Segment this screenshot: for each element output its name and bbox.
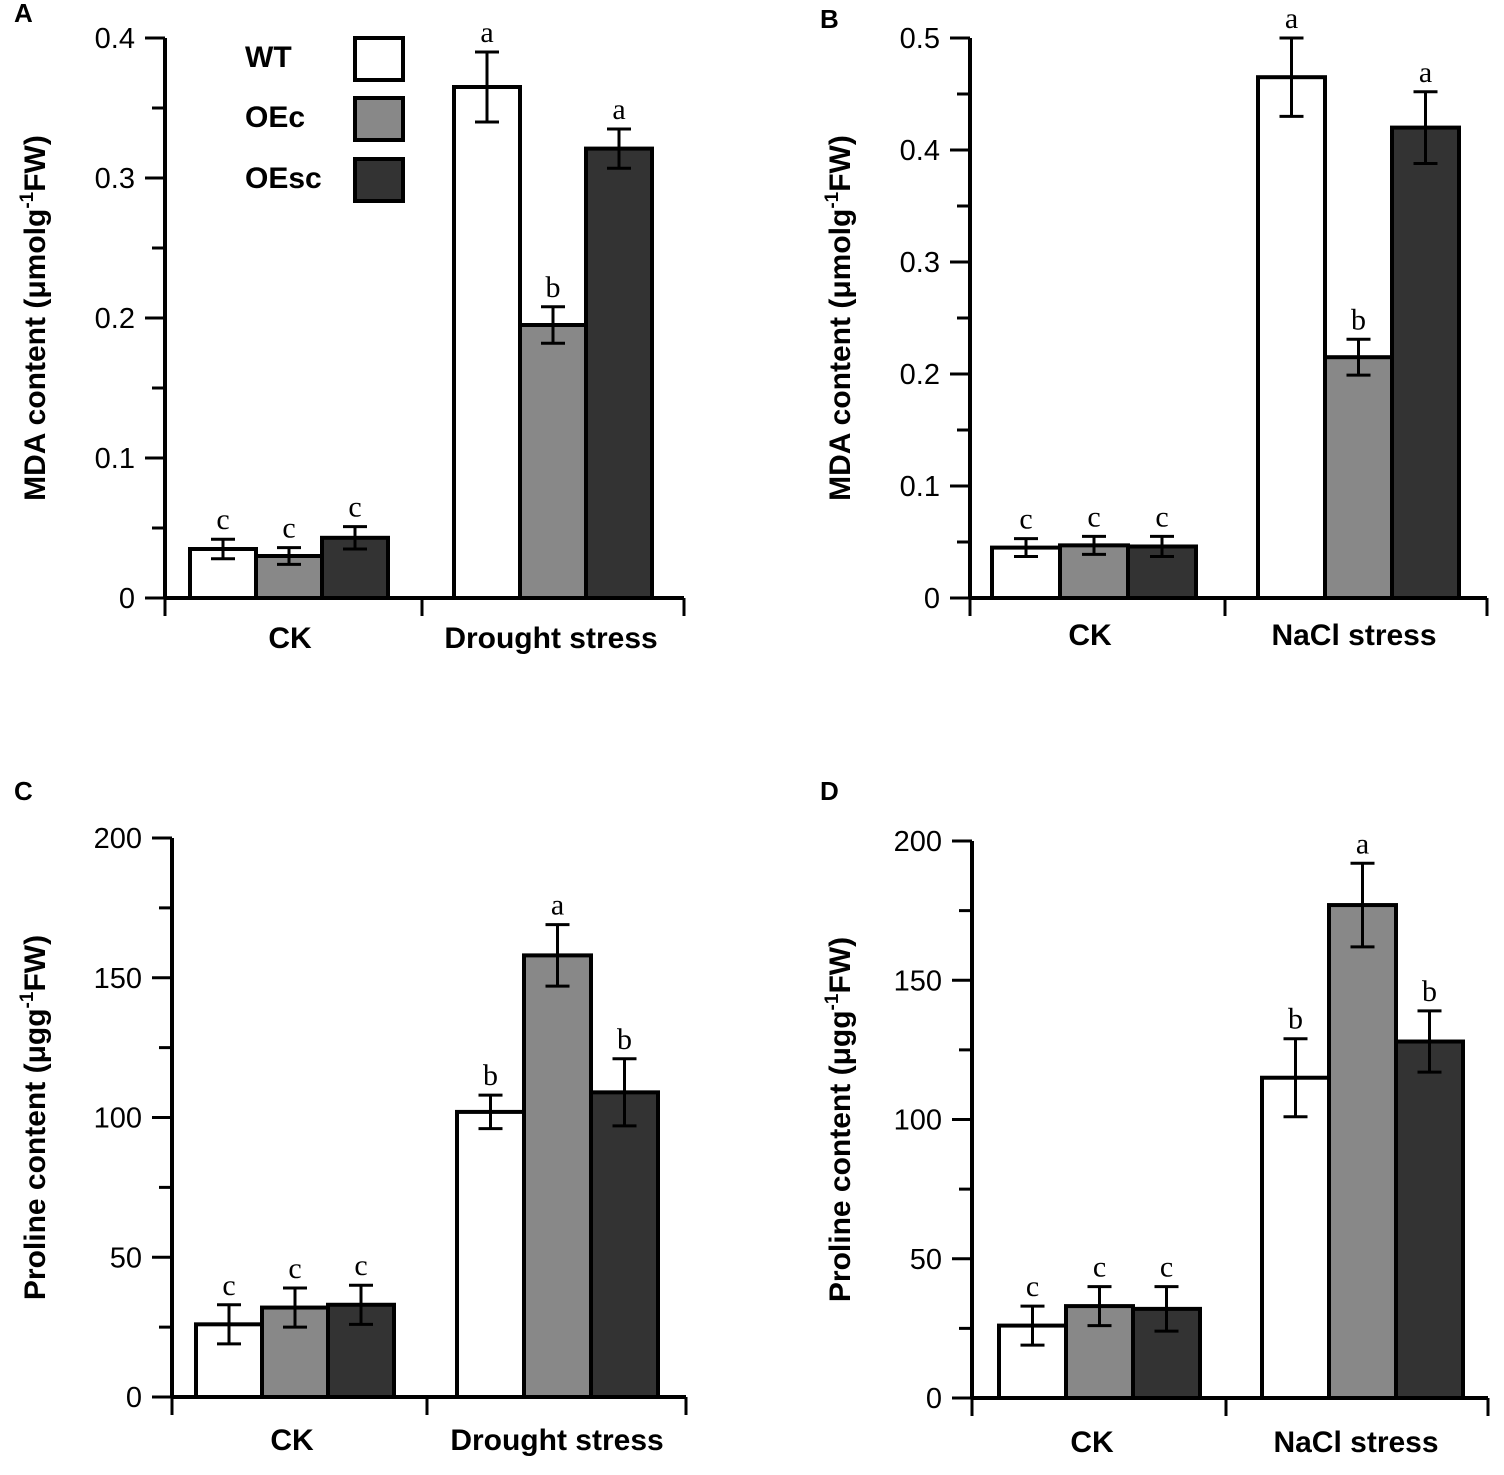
significance-letter: c <box>1093 1251 1106 1284</box>
x-category-label: Drought stress <box>444 622 657 655</box>
y-tick-label: 200 <box>94 823 142 855</box>
y-tick-label: 0.3 <box>95 163 135 195</box>
significance-letter: c <box>1160 1251 1173 1284</box>
bar-oesc-stress <box>1394 1039 1465 1401</box>
significance-letter: c <box>1019 503 1032 536</box>
y-tick-label: 200 <box>894 826 942 858</box>
y-axis-label: Proline content (μgg-1FW) <box>17 935 52 1300</box>
significance-letter: a <box>1356 827 1369 860</box>
legend-swatch-oec <box>353 96 405 142</box>
significance-letter: a <box>612 93 625 126</box>
significance-letter: c <box>1155 500 1168 533</box>
legend-swatch-wt <box>353 36 405 82</box>
y-axis-label-sup: -1 <box>17 991 38 1008</box>
x-category-label: Drought stress <box>450 1424 663 1457</box>
legend-label-wt: WT <box>245 41 292 74</box>
panel-label-a: A <box>14 0 33 28</box>
bar-oesc-stress <box>589 1090 660 1399</box>
y-tick-label: 0.1 <box>95 443 135 475</box>
bar-wt-stress <box>1256 75 1327 600</box>
y-tick-label: 0.3 <box>900 247 940 279</box>
y-axis-label-main: Proline content (μgg <box>19 1008 52 1300</box>
bar-oesc-stress <box>1390 125 1461 600</box>
significance-letter: c <box>348 491 361 524</box>
y-tick-label: 0.4 <box>900 135 940 167</box>
bar-wt-stress <box>1260 1075 1331 1400</box>
y-axis-label-main: MDA content (μmolg <box>824 209 857 501</box>
y-axis-label: Proline content (μgg-1FW) <box>822 937 857 1302</box>
panel-label-c: C <box>14 776 33 806</box>
significance-letter: c <box>354 1249 367 1282</box>
significance-letter: c <box>288 1252 301 1285</box>
legend-label-oesc: OEsc <box>245 162 322 195</box>
bar-oec-stress <box>1323 355 1394 601</box>
significance-letter: c <box>1026 1270 1039 1303</box>
y-axis-label-sup: -1 <box>822 191 843 208</box>
y-tick-label: 0.1 <box>900 471 940 503</box>
y-tick-label: 0 <box>926 1383 942 1415</box>
y-axis-label-end: FW) <box>824 135 857 192</box>
y-axis-label-main: MDA content (μmolg <box>19 209 52 501</box>
bar-oec-stress <box>522 953 593 1399</box>
y-tick-label: 0.4 <box>95 23 135 55</box>
bar-oesc-stress <box>584 146 654 600</box>
significance-letter: a <box>1285 2 1298 35</box>
bar-wt-stress <box>452 85 522 600</box>
significance-letter: b <box>617 1023 632 1056</box>
y-tick-label: 150 <box>94 963 142 995</box>
y-axis-label-main: Proline content (μgg <box>824 1010 857 1302</box>
y-tick-label: 100 <box>94 1103 142 1135</box>
significance-letter: b <box>546 271 561 304</box>
y-axis-label-sup: -1 <box>822 993 843 1010</box>
panel-label-b: B <box>820 4 839 34</box>
bar-oec-stress <box>518 323 588 600</box>
y-axis-label: MDA content (μmolg-1FW) <box>822 135 857 501</box>
significance-letter: c <box>282 512 295 545</box>
y-axis-label-end: FW) <box>824 937 857 994</box>
y-tick-label: 150 <box>894 965 942 997</box>
x-category-label: NaCl stress <box>1273 1426 1438 1459</box>
significance-letter: a <box>1419 56 1432 89</box>
significance-letter: b <box>1288 1003 1303 1036</box>
y-tick-label: 0 <box>126 1382 142 1414</box>
significance-letter: b <box>1422 975 1437 1008</box>
y-tick-label: 0 <box>119 583 135 615</box>
significance-letter: b <box>1351 303 1366 336</box>
legend-swatch-oesc <box>353 157 405 203</box>
y-tick-label: 0.2 <box>95 303 135 335</box>
x-category-label: CK <box>268 622 312 655</box>
y-tick-label: 0 <box>924 583 940 615</box>
y-tick-label: 0.2 <box>900 359 940 391</box>
x-category-label: CK <box>1068 619 1112 652</box>
legend-label-oec: OEc <box>245 101 305 134</box>
panel-d: D 0 50 100 150 200 Proline content (μgg-1FW) CK… <box>820 776 1490 1459</box>
panel-c: C 0 50 100 150 200 Proline content (μgg-1FW) CK… <box>14 776 688 1457</box>
y-tick-label: 0.5 <box>900 23 940 55</box>
y-tick-label: 50 <box>110 1242 142 1274</box>
y-tick-label: 100 <box>894 1105 942 1137</box>
panel-a: A 0 0.1 0.2 0.3 0.4 MDA content (μmolg-1FW) CK D… <box>14 0 686 655</box>
significance-letter: a <box>551 889 564 922</box>
significance-letter: b <box>483 1059 498 1092</box>
bar-oec-stress <box>1327 903 1398 1400</box>
panel-label-d: D <box>820 776 839 806</box>
significance-letter: c <box>1087 500 1100 533</box>
y-axis-label-sup: -1 <box>17 191 38 208</box>
x-category-label: NaCl stress <box>1271 619 1436 652</box>
y-axis-label-end: FW) <box>19 135 52 192</box>
significance-letter: c <box>222 1269 235 1302</box>
x-category-label: CK <box>270 1424 314 1457</box>
panel-b: B 0 0.1 0.2 0.3 0.4 0.5 MDA content (μmolg-1FW)… <box>820 2 1489 652</box>
y-axis-label: MDA content (μmolg-1FW) <box>17 135 52 501</box>
y-tick-label: 50 <box>910 1244 942 1276</box>
significance-letter: a <box>480 16 493 49</box>
x-category-label: CK <box>1070 1426 1114 1459</box>
y-axis-label-end: FW) <box>19 935 52 992</box>
legend: WT OEc OEsc <box>245 36 405 203</box>
significance-letter: c <box>216 503 229 536</box>
bar-wt-stress <box>455 1109 526 1400</box>
